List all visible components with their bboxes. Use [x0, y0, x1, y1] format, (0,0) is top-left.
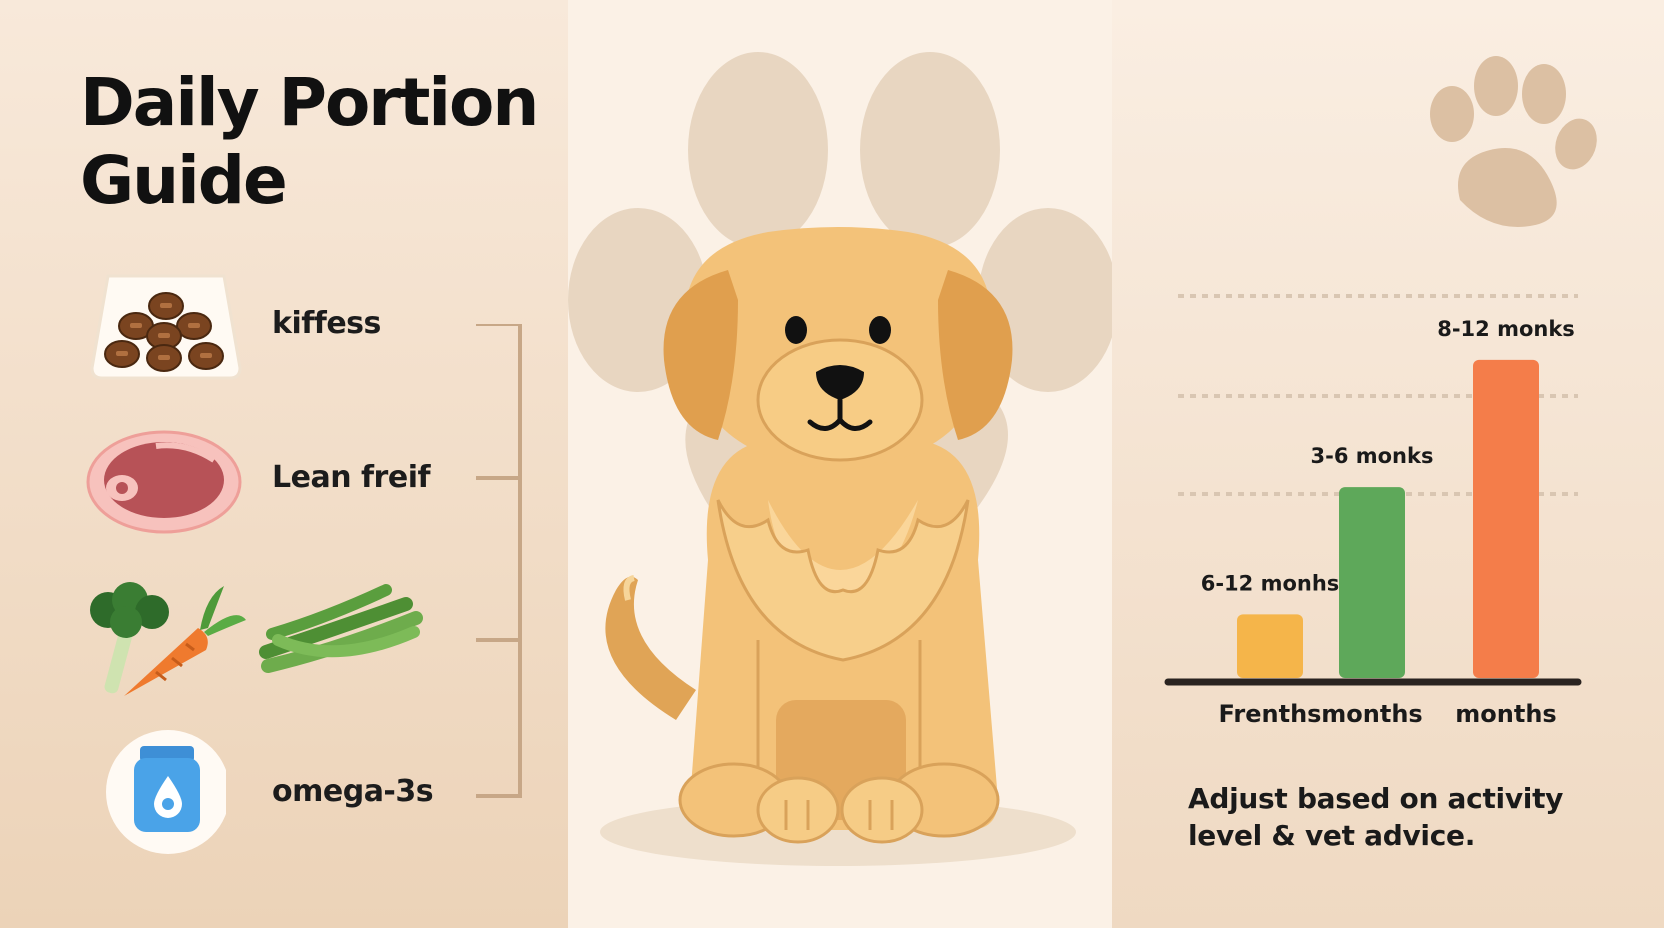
- page-title: Daily Portion Guide: [80, 64, 560, 220]
- chart-bar: [1339, 487, 1405, 678]
- food-label-omega-3: omega-3s: [272, 774, 434, 809]
- chart-bars: [1237, 359, 1539, 678]
- vegetables-icon: [90, 582, 423, 696]
- food-item-omega-3: omega-3s: [86, 726, 546, 854]
- bracket-connector: [476, 324, 522, 798]
- advice-note-line-1: Adjust based on activity: [1188, 782, 1564, 815]
- food-item-lean-meat: Lean freif: [86, 420, 546, 540]
- chart-labels: 6-12 monhs Frenths 3-6 monks months 8-12 mon…: [1201, 317, 1575, 728]
- food-item-vegetables: [86, 576, 546, 696]
- chart-bar: [1473, 359, 1539, 678]
- food-item-kibble: kiffess: [86, 268, 546, 388]
- chart-x-tick-label: Frenths: [1219, 700, 1322, 728]
- advice-note-line-2: level & vet advice.: [1188, 819, 1476, 852]
- title-line-2: Guide: [80, 142, 288, 219]
- steak-icon: [86, 430, 242, 534]
- age-portion-bar-chart: 6-12 monhs Frenths 3-6 monks months 8-12 mon…: [1164, 294, 1582, 728]
- advice-note: Adjust based on activity level & vet adv…: [1188, 780, 1628, 854]
- kibble-bowl-icon: [90, 274, 242, 380]
- chart-x-tick-label: months: [1455, 700, 1556, 728]
- supplement-bottle-icon: [106, 730, 226, 854]
- food-label-kibble: kiffess: [272, 306, 381, 341]
- chart-bar-label: 8-12 monks: [1437, 317, 1575, 341]
- title-line-1: Daily Portion: [80, 64, 539, 141]
- chart-bar-label: 3-6 monks: [1311, 444, 1434, 468]
- chart-bar: [1237, 614, 1303, 678]
- food-label-lean-meat: Lean freif: [272, 460, 431, 495]
- paw-print-icon: [1430, 56, 1597, 227]
- chart-bar-label: 6-12 monhs: [1201, 571, 1340, 595]
- dog-illustration: [568, 52, 1112, 866]
- chart-x-tick-label: months: [1321, 700, 1422, 728]
